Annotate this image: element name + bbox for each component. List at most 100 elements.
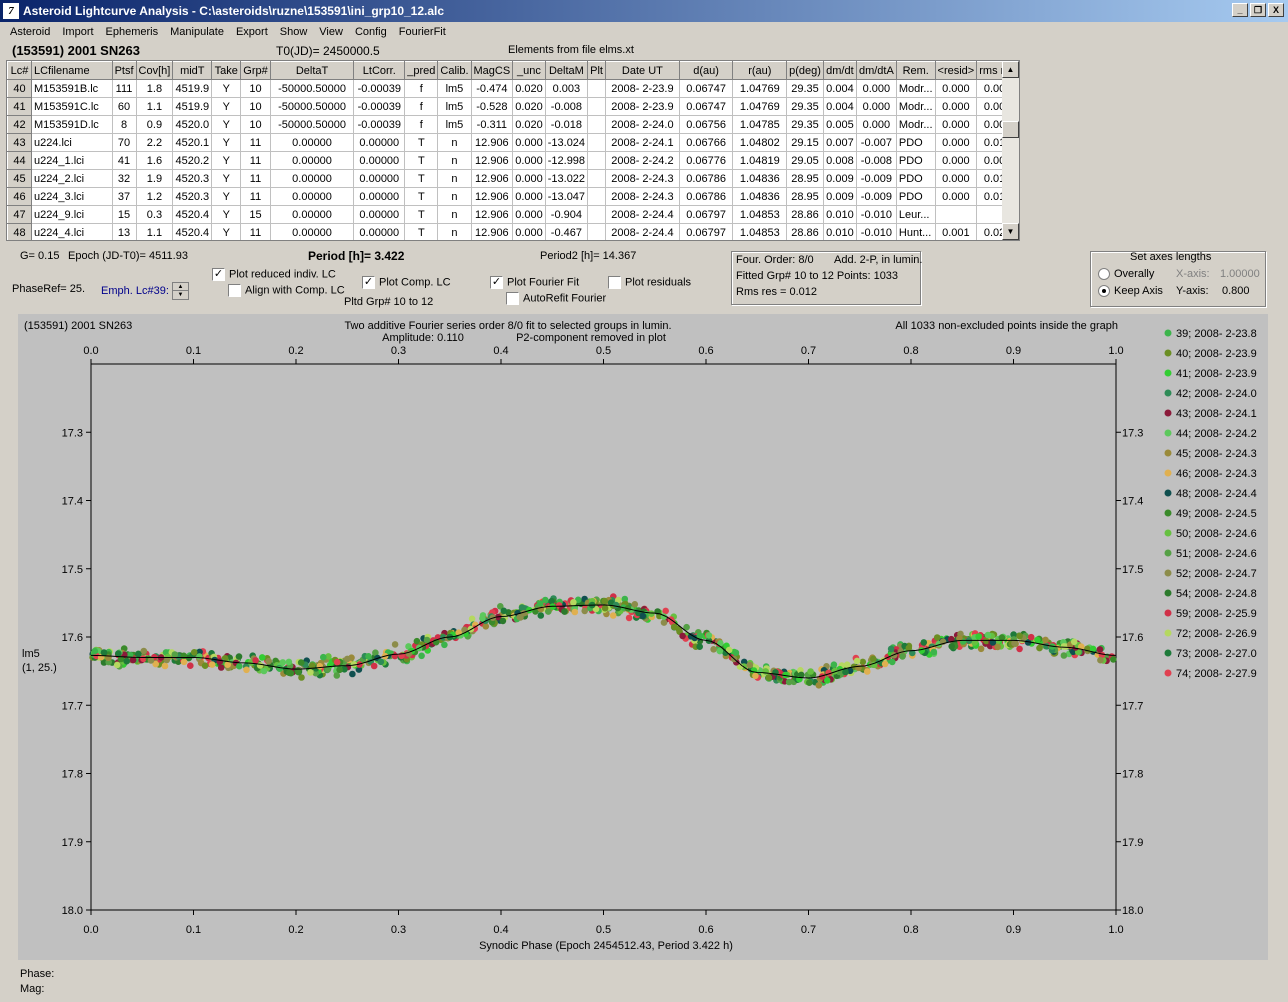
table-cell[interactable]: 0.06766 <box>679 133 734 152</box>
table-cell[interactable]: 2008- 2-23.9 <box>605 97 680 116</box>
spin-down-icon[interactable]: ▼ <box>177 292 184 298</box>
table-cell[interactable]: 0.000 <box>935 115 978 134</box>
menu-fourierfit[interactable]: FourierFit <box>398 26 446 38</box>
table-cell[interactable]: 0.06747 <box>679 97 734 116</box>
emph-lc-spinner[interactable]: ▲ ▼ <box>172 282 189 300</box>
table-row[interactable]: 44 u224_1.lci 41 1.6 4520.2 Y 11 0.00000 0.00000… <box>7 151 1019 170</box>
table-cell[interactable]: 11 <box>240 223 271 240</box>
table-cell[interactable]: Y <box>211 151 242 170</box>
column-header[interactable]: dm/dtA <box>855 61 897 80</box>
table-cell[interactable]: 29.05 <box>786 151 824 170</box>
table-cell[interactable]: -0.467 <box>545 223 589 240</box>
table-cell[interactable]: lm5 <box>437 115 472 134</box>
table-cell[interactable]: 1.1 <box>136 223 174 240</box>
table-cell[interactable]: 29.35 <box>786 97 824 116</box>
table-cell[interactable]: u224_1.lci <box>31 151 113 170</box>
table-cell[interactable]: 28.86 <box>786 205 824 224</box>
scroll-up-icon[interactable]: ▲ <box>1002 61 1019 78</box>
table-cell[interactable]: 2008- 2-24.3 <box>605 169 680 188</box>
table-cell[interactable]: 0.009 <box>823 169 857 188</box>
table-cell[interactable]: Y <box>211 223 242 240</box>
table-cell[interactable]: Leur... <box>896 205 936 224</box>
table-cell[interactable]: -0.00039 <box>353 115 406 134</box>
column-header[interactable]: Take <box>211 61 242 80</box>
table-cell[interactable]: -13.022 <box>545 169 589 188</box>
menu-config[interactable]: Config <box>354 26 387 38</box>
table-cell[interactable]: T <box>404 223 439 240</box>
table-cell[interactable]: 12.906 <box>471 169 514 188</box>
table-cell[interactable]: -0.00039 <box>353 97 406 116</box>
radio-off-icon[interactable] <box>1098 268 1110 281</box>
table-cell[interactable]: 1.04853 <box>732 205 788 224</box>
spin-up-icon[interactable]: ▲ <box>173 283 188 291</box>
table-cell[interactable]: -13.024 <box>545 133 589 152</box>
table-cell[interactable]: 0.000 <box>935 169 978 188</box>
table-cell[interactable]: -0.010 <box>856 205 897 224</box>
table-cell[interactable]: 0.020 <box>512 115 546 134</box>
table-cell[interactable] <box>587 205 607 224</box>
row-header[interactable]: 40 <box>7 79 32 98</box>
column-header[interactable]: dm/dt <box>822 61 857 80</box>
table-cell[interactable]: 0.00000 <box>270 151 355 170</box>
table-cell[interactable]: Y <box>211 115 242 134</box>
table-cell[interactable]: T <box>404 205 439 224</box>
table-cell[interactable]: Y <box>211 205 242 224</box>
menu-import[interactable]: Import <box>62 26 94 38</box>
table-cell[interactable]: 29.35 <box>786 115 824 134</box>
table-cell[interactable]: 4520.1 <box>172 133 213 152</box>
table-cell[interactable]: 1.04853 <box>732 223 788 240</box>
table-cell[interactable]: 12.906 <box>471 151 514 170</box>
table-cell[interactable]: 4520.3 <box>172 187 213 206</box>
column-header[interactable]: Rem. <box>895 61 936 80</box>
column-header[interactable]: midT <box>172 61 213 80</box>
table-cell[interactable]: 0.020 <box>512 79 546 98</box>
table-cell[interactable]: 28.86 <box>786 223 824 240</box>
overally-radio[interactable]: Overally <box>1098 268 1154 281</box>
table-cell[interactable]: f <box>404 79 439 98</box>
table-cell[interactable]: 0.00000 <box>270 133 355 152</box>
table-cell[interactable]: Modr... <box>896 115 936 134</box>
table-cell[interactable]: -0.311 <box>471 115 514 134</box>
table-cell[interactable]: -0.010 <box>856 223 897 240</box>
period2-value[interactable]: Period2 [h]= 14.367 <box>540 250 637 262</box>
table-cell[interactable]: 0.3 <box>136 205 174 224</box>
table-row[interactable]: 48 u224_4.lci 13 1.1 4520.4 Y 11 0.00000 0.00000… <box>7 223 1019 240</box>
checkbox-empty-icon[interactable] <box>608 276 621 289</box>
table-cell[interactable]: 1.04836 <box>732 169 788 188</box>
table-cell[interactable]: 4519.9 <box>172 97 213 116</box>
table-cell[interactable]: Y <box>211 133 242 152</box>
table-cell[interactable]: 0.020 <box>512 97 546 116</box>
table-cell[interactable]: 0.000 <box>512 169 546 188</box>
column-header[interactable]: r(au) <box>732 61 788 80</box>
column-header[interactable]: Calib. <box>437 61 472 80</box>
table-cell[interactable]: u224_4.lci <box>31 223 113 240</box>
column-header[interactable]: <resid> <box>934 61 978 80</box>
table-cell[interactable]: 0.004 <box>823 79 857 98</box>
table-row[interactable]: 40 M153591B.lc 111 1.8 4519.9 Y 10 -50000.50000… <box>7 79 1019 98</box>
table-cell[interactable]: u224_2.lci <box>31 169 113 188</box>
table-cell[interactable]: 10 <box>240 115 271 134</box>
table-cell[interactable]: 28.95 <box>786 169 824 188</box>
table-cell[interactable] <box>587 79 607 98</box>
table-cell[interactable]: Hunt... <box>896 223 936 240</box>
table-cell[interactable]: Y <box>211 79 242 98</box>
table-cell[interactable]: 0.000 <box>512 205 546 224</box>
table-cell[interactable]: 70 <box>112 133 137 152</box>
table-cell[interactable]: 32 <box>112 169 137 188</box>
table-cell[interactable]: 29.35 <box>786 79 824 98</box>
xaxis-value[interactable]: 1.00000 <box>1220 268 1260 280</box>
table-cell[interactable]: 60 <box>112 97 137 116</box>
table-cell[interactable]: 0.06797 <box>679 205 734 224</box>
table-cell[interactable]: 0.004 <box>823 97 857 116</box>
table-cell[interactable]: 2008- 2-24.4 <box>605 223 680 240</box>
table-cell[interactable]: 12.906 <box>471 223 514 240</box>
table-cell[interactable]: 0.007 <box>823 133 857 152</box>
table-cell[interactable]: PDO <box>896 133 936 152</box>
table-cell[interactable]: 0.000 <box>856 115 897 134</box>
table-cell[interactable]: -0.008 <box>545 97 589 116</box>
plot-fourier-checkbox[interactable]: ✓ Plot Fourier Fit <box>490 276 580 289</box>
table-cell[interactable]: 10 <box>240 97 271 116</box>
table-cell[interactable]: 0.000 <box>856 97 897 116</box>
table-cell[interactable]: -0.904 <box>545 205 589 224</box>
yaxis-value[interactable]: 0.800 <box>1222 285 1250 297</box>
